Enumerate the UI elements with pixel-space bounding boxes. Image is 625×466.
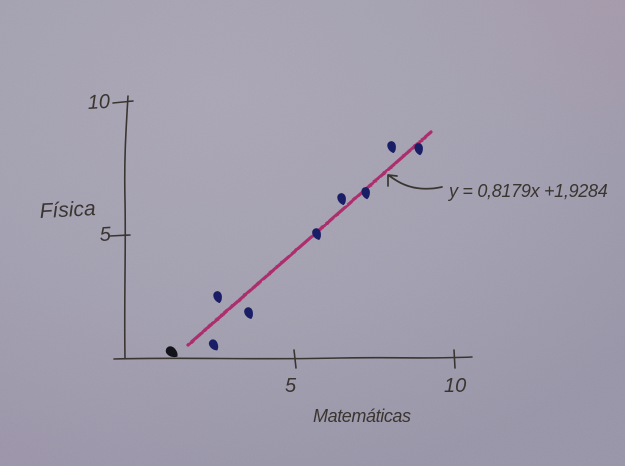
svg-text:10: 10 (444, 375, 466, 397)
svg-text:5: 5 (285, 375, 297, 397)
svg-text:10: 10 (87, 91, 110, 114)
svg-text:5: 5 (99, 223, 112, 246)
svg-text:y = 0,8179x +1,9284: y = 0,8179x +1,9284 (447, 181, 608, 201)
svg-text:Matemáticas: Matemáticas (313, 406, 411, 426)
svg-text:Física: Física (39, 197, 96, 223)
